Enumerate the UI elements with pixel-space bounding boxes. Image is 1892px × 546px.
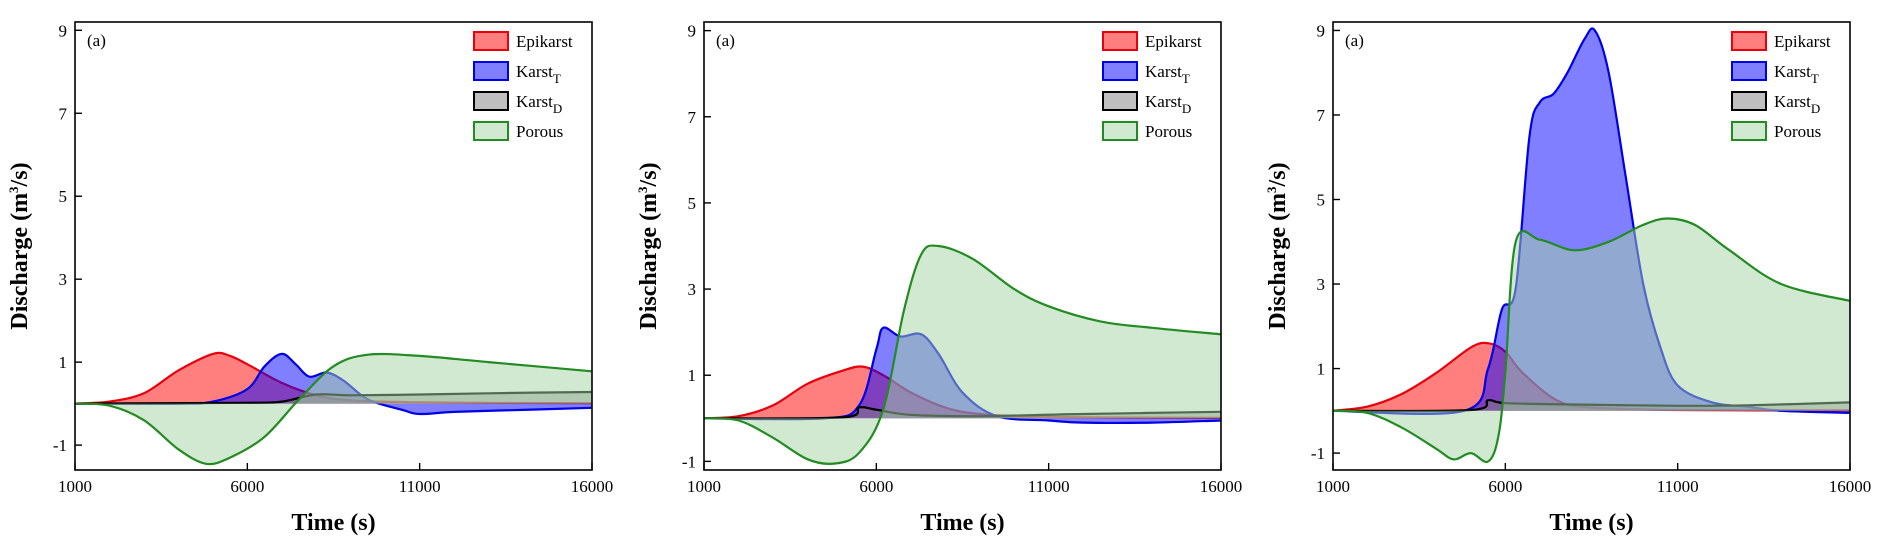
y-tick-label: 3 bbox=[59, 270, 68, 289]
legend: Epikarst KarstT KarstD Porous bbox=[473, 31, 573, 141]
legend-entry: Porous bbox=[1145, 122, 1192, 141]
x-tick-label: 1000 bbox=[1316, 477, 1350, 496]
y-tick-label: 5 bbox=[1317, 191, 1326, 210]
legend-entry: KarstD bbox=[1774, 92, 1820, 116]
y-tick-label: 7 bbox=[59, 104, 68, 123]
y-tick-label: 9 bbox=[1317, 21, 1326, 40]
panel-label: (a) bbox=[1345, 31, 1364, 50]
chart-panel-2: 1000 6000 11000 16000 -1 1 3 5 7 9 Time (s) Dischar… bbox=[635, 21, 1243, 536]
series-area-epikarst bbox=[75, 352, 592, 404]
series-area-karstt bbox=[1333, 28, 1850, 414]
y-axis-title: Discharge (m3/s) bbox=[635, 162, 662, 329]
y-tick-label: 1 bbox=[59, 353, 68, 372]
y-tick-label: -1 bbox=[53, 436, 67, 455]
series-group bbox=[704, 244, 1221, 465]
series-area-epikarst bbox=[1333, 342, 1850, 411]
legend-swatch bbox=[1102, 31, 1138, 51]
legend-swatch bbox=[1731, 61, 1767, 81]
x-axis-title: Time (s) bbox=[291, 510, 375, 536]
x-axis-title: Time (s) bbox=[920, 510, 1004, 536]
x-tick-label: 11000 bbox=[1657, 477, 1699, 496]
y-tick-label: 7 bbox=[1317, 106, 1326, 125]
legend-entry: Porous bbox=[1774, 122, 1821, 141]
y-tick-label: -1 bbox=[1311, 444, 1325, 463]
legend-entry: KarstT bbox=[1145, 62, 1190, 86]
y-tick-label: -1 bbox=[682, 452, 696, 471]
plot-frame bbox=[74, 21, 593, 471]
x-tick-label: 1000 bbox=[58, 477, 92, 496]
legend-swatch bbox=[1102, 91, 1138, 111]
x-tick-label: 11000 bbox=[1028, 477, 1070, 496]
legend-swatch bbox=[473, 91, 509, 111]
series-area-porous bbox=[1333, 218, 1850, 462]
series-group bbox=[75, 351, 592, 466]
y-tick-label: 3 bbox=[688, 280, 697, 299]
series-group bbox=[1333, 27, 1850, 464]
legend-entry: Porous bbox=[516, 122, 563, 141]
y-tick-label: 5 bbox=[688, 194, 697, 213]
legend-entry: KarstD bbox=[1145, 92, 1191, 116]
y-axis-title: Discharge (m3/s) bbox=[6, 162, 33, 329]
series-area-porous bbox=[75, 353, 592, 465]
legend-swatch bbox=[1102, 61, 1138, 81]
legend-swatch bbox=[473, 61, 509, 81]
series-line-porous bbox=[1333, 217, 1850, 464]
panel-label: (a) bbox=[716, 31, 735, 50]
y-tick-label: 5 bbox=[59, 187, 68, 206]
series-line-karstt bbox=[75, 352, 592, 416]
y-tick-label: 3 bbox=[1317, 275, 1326, 294]
legend-entry: KarstD bbox=[516, 92, 562, 116]
y-tick-label: 1 bbox=[688, 366, 697, 385]
series-area-porous bbox=[704, 245, 1221, 464]
series-area-epikarst bbox=[704, 366, 1221, 419]
plot-frame bbox=[1332, 21, 1851, 471]
y-tick-label: 1 bbox=[1317, 360, 1326, 379]
legend-swatch bbox=[1102, 121, 1138, 141]
x-tick-label: 16000 bbox=[571, 477, 614, 496]
x-tick-label: 1000 bbox=[687, 477, 721, 496]
x-tick-label: 6000 bbox=[1488, 477, 1522, 496]
legend-swatch bbox=[1731, 121, 1767, 141]
legend-swatch bbox=[473, 121, 509, 141]
legend: Epikarst KarstT KarstD Porous bbox=[1102, 31, 1202, 141]
chart-panel-3: 1000 6000 11000 16000 -1 1 3 5 7 9 Time (s) Dischar… bbox=[1264, 21, 1871, 536]
legend-entry: Epikarst bbox=[1145, 32, 1202, 51]
plot-frame bbox=[703, 21, 1222, 471]
series-line-porous bbox=[704, 244, 1221, 465]
legend-entry: Epikarst bbox=[1774, 32, 1831, 51]
x-axis-title: Time (s) bbox=[1549, 510, 1633, 536]
x-tick-label: 11000 bbox=[399, 477, 441, 496]
y-tick-label: 9 bbox=[688, 22, 697, 41]
panel-label: (a) bbox=[87, 31, 106, 50]
legend-entry: KarstT bbox=[1774, 62, 1819, 86]
series-line-porous bbox=[75, 352, 592, 466]
legend-entry: KarstT bbox=[516, 62, 561, 86]
x-tick-label: 6000 bbox=[230, 477, 264, 496]
legend: Epikarst KarstT KarstD Porous bbox=[1731, 31, 1831, 141]
legend-swatch bbox=[1731, 31, 1767, 51]
y-tick-label: 7 bbox=[688, 108, 697, 127]
x-tick-label: 6000 bbox=[859, 477, 893, 496]
legend-entry: Epikarst bbox=[516, 32, 573, 51]
y-tick-label: 9 bbox=[59, 21, 68, 40]
chart-panel-1: 1000 6000 11000 16000 -1 1 3 5 7 9 Time (s) Dischar… bbox=[6, 21, 613, 536]
x-tick-label: 16000 bbox=[1200, 477, 1243, 496]
legend-swatch bbox=[1731, 91, 1767, 111]
y-axis-title: Discharge (m3/s) bbox=[1264, 162, 1291, 329]
legend-swatch bbox=[473, 31, 509, 51]
x-tick-label: 16000 bbox=[1829, 477, 1872, 496]
